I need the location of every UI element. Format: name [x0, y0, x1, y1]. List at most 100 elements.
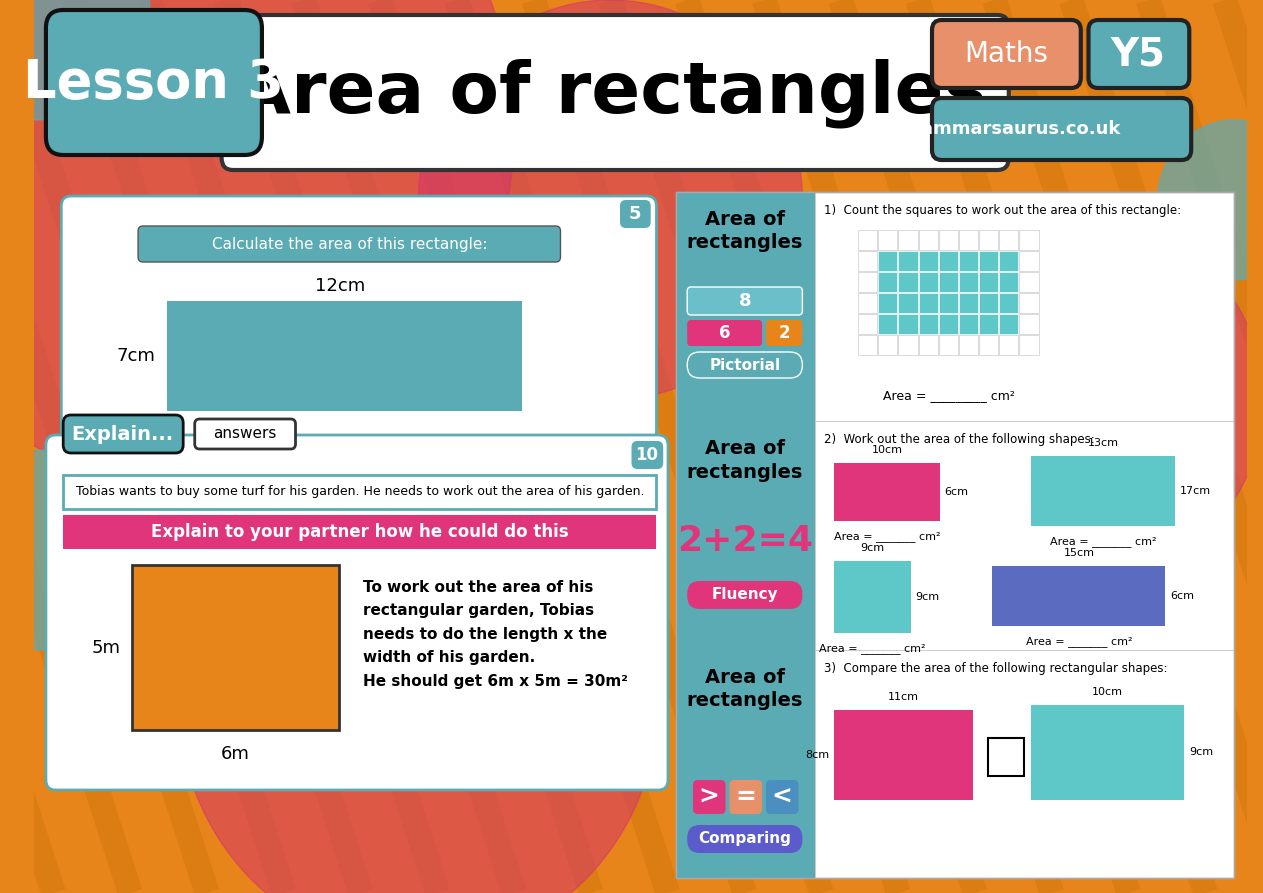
- FancyBboxPatch shape: [932, 98, 1191, 160]
- Bar: [959, 314, 978, 334]
- Text: 10cm: 10cm: [1092, 687, 1123, 697]
- Bar: [999, 314, 1018, 334]
- Bar: [898, 314, 918, 334]
- Text: Lesson 3: Lesson 3: [23, 57, 284, 109]
- FancyBboxPatch shape: [63, 415, 183, 453]
- Bar: [999, 335, 1018, 355]
- Bar: [938, 272, 957, 292]
- Text: ○  Grammarsaurus.co.uk: ○ Grammarsaurus.co.uk: [869, 120, 1120, 138]
- Bar: [999, 293, 1018, 313]
- Bar: [938, 314, 957, 334]
- Circle shape: [178, 450, 658, 893]
- Bar: [676, 192, 1234, 878]
- Text: 2)  Work out the area of the following shapes:: 2) Work out the area of the following sh…: [825, 433, 1095, 446]
- Text: 6m: 6m: [221, 745, 250, 763]
- Bar: [1019, 293, 1038, 313]
- Bar: [676, 650, 815, 878]
- Bar: [918, 251, 937, 271]
- FancyBboxPatch shape: [730, 780, 762, 814]
- Text: 3)  Compare the area of the following rectangular shapes:: 3) Compare the area of the following rec…: [825, 662, 1168, 675]
- Bar: [898, 293, 918, 313]
- FancyBboxPatch shape: [195, 419, 296, 449]
- Bar: [834, 561, 911, 633]
- Bar: [676, 192, 815, 421]
- Circle shape: [418, 0, 802, 400]
- Bar: [979, 230, 998, 250]
- Bar: [676, 421, 815, 650]
- Bar: [898, 293, 918, 313]
- Text: 6cm: 6cm: [1170, 591, 1194, 601]
- Bar: [938, 251, 957, 271]
- Text: Comparing: Comparing: [698, 831, 791, 847]
- Text: Tobias wants to buy some turf for his garden. He needs to work out the area of h: Tobias wants to buy some turf for his ga…: [76, 486, 644, 498]
- Text: Y5: Y5: [1111, 35, 1166, 73]
- Bar: [979, 251, 998, 271]
- Bar: [959, 314, 978, 334]
- Bar: [676, 192, 1234, 878]
- Bar: [898, 335, 918, 355]
- Bar: [878, 293, 898, 313]
- Text: 17cm: 17cm: [1180, 486, 1211, 496]
- FancyBboxPatch shape: [45, 435, 668, 790]
- Bar: [918, 314, 937, 334]
- Bar: [133, 565, 338, 730]
- Bar: [959, 335, 978, 355]
- Bar: [938, 272, 957, 292]
- Bar: [858, 251, 878, 271]
- FancyBboxPatch shape: [765, 320, 802, 346]
- Bar: [918, 335, 937, 355]
- Bar: [918, 293, 937, 313]
- Bar: [959, 251, 978, 271]
- Circle shape: [0, 0, 514, 480]
- Bar: [979, 293, 998, 313]
- Text: =: =: [735, 785, 757, 809]
- Bar: [938, 314, 957, 334]
- Bar: [938, 293, 957, 313]
- Circle shape: [1158, 120, 1263, 280]
- Text: Calculate the area of this rectangle:: Calculate the area of this rectangle:: [211, 237, 488, 252]
- Text: Area of
rectangles: Area of rectangles: [687, 210, 803, 253]
- Bar: [918, 272, 937, 292]
- Bar: [979, 314, 998, 334]
- Bar: [878, 314, 898, 334]
- Bar: [918, 230, 937, 250]
- Bar: [979, 272, 998, 292]
- Text: 2+2=4: 2+2=4: [677, 524, 813, 558]
- FancyBboxPatch shape: [687, 320, 762, 346]
- Text: Area of
rectangles: Area of rectangles: [687, 668, 803, 711]
- FancyBboxPatch shape: [632, 441, 663, 469]
- Text: 8cm: 8cm: [805, 750, 830, 760]
- Bar: [979, 272, 998, 292]
- FancyBboxPatch shape: [693, 780, 726, 814]
- Bar: [979, 335, 998, 355]
- Text: answers: answers: [213, 427, 277, 441]
- Bar: [999, 230, 1018, 250]
- Bar: [918, 272, 937, 292]
- Bar: [999, 293, 1018, 313]
- Text: 8: 8: [739, 292, 751, 310]
- Text: 5: 5: [629, 205, 642, 223]
- FancyBboxPatch shape: [45, 10, 261, 155]
- Circle shape: [918, 220, 1263, 580]
- Bar: [979, 293, 998, 313]
- Bar: [979, 314, 998, 334]
- Circle shape: [0, 450, 140, 650]
- Bar: [858, 272, 878, 292]
- Bar: [938, 335, 957, 355]
- Bar: [676, 650, 1234, 651]
- Text: 2: 2: [778, 324, 789, 342]
- FancyBboxPatch shape: [932, 20, 1081, 88]
- Bar: [676, 421, 1234, 422]
- Text: ⊙ grammarsaurus.co.uk: ⊙ grammarsaurus.co.uk: [686, 860, 803, 870]
- Bar: [878, 335, 898, 355]
- Bar: [918, 314, 937, 334]
- Bar: [858, 314, 878, 334]
- Bar: [938, 251, 957, 271]
- Bar: [979, 251, 998, 271]
- Bar: [988, 738, 1024, 776]
- Bar: [938, 293, 957, 313]
- Bar: [898, 314, 918, 334]
- Bar: [898, 272, 918, 292]
- Bar: [1019, 230, 1038, 250]
- Bar: [918, 251, 937, 271]
